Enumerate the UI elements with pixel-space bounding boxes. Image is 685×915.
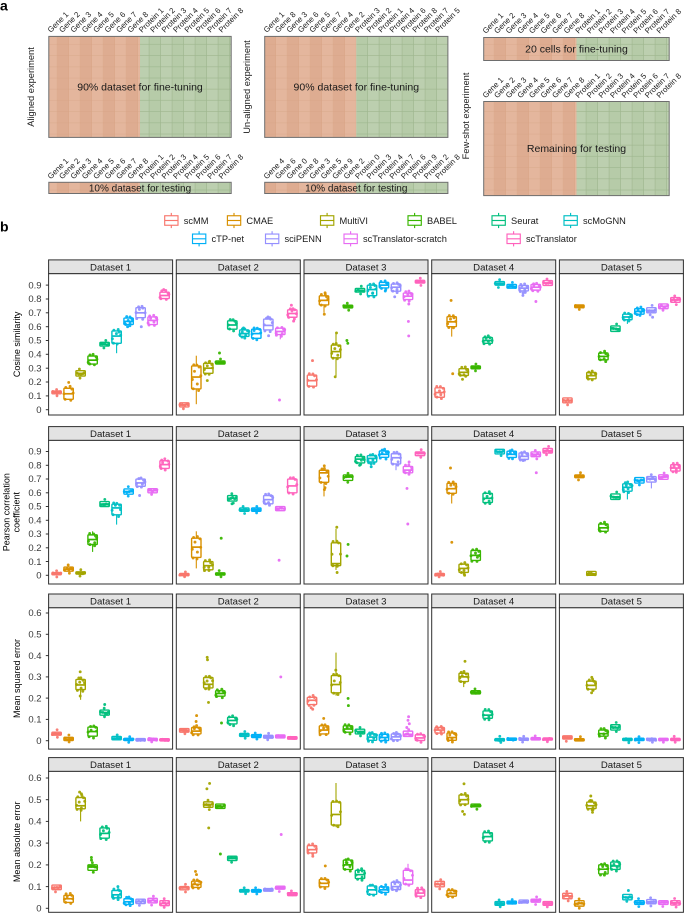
svg-text:cTP-net: cTP-net bbox=[212, 234, 245, 244]
svg-text:Pearson correlation: Pearson correlation bbox=[2, 473, 12, 551]
svg-text:Mean absolute error: Mean absolute error bbox=[12, 802, 22, 883]
svg-text:Dataset 2: Dataset 2 bbox=[218, 429, 259, 440]
svg-text:0.6: 0.6 bbox=[28, 773, 41, 784]
svg-text:Dataset 4: Dataset 4 bbox=[473, 262, 515, 273]
svg-text:0.1: 0.1 bbox=[28, 391, 41, 402]
svg-text:0.3: 0.3 bbox=[28, 363, 41, 374]
svg-text:BABEL: BABEL bbox=[427, 216, 457, 226]
svg-text:Dataset 1: Dataset 1 bbox=[90, 596, 131, 607]
svg-text:Few-shot experiment: Few-shot experiment bbox=[461, 72, 471, 159]
svg-text:0.4: 0.4 bbox=[28, 817, 41, 828]
svg-text:Dataset 3: Dataset 3 bbox=[345, 429, 386, 440]
svg-text:0.1: 0.1 bbox=[28, 715, 41, 726]
svg-text:Dataset 3: Dataset 3 bbox=[345, 596, 386, 607]
svg-text:Dataset 2: Dataset 2 bbox=[218, 760, 259, 771]
svg-text:Seurat: Seurat bbox=[511, 216, 539, 226]
svg-text:Un-aligned experiment: Un-aligned experiment bbox=[242, 40, 252, 134]
svg-text:90% dataset for fine-tuning: 90% dataset for fine-tuning bbox=[77, 82, 203, 94]
svg-text:0.9: 0.9 bbox=[28, 447, 41, 458]
svg-text:Dataset 1: Dataset 1 bbox=[90, 429, 131, 440]
svg-text:0: 0 bbox=[36, 904, 41, 915]
svg-text:0.2: 0.2 bbox=[28, 693, 41, 704]
svg-text:0.5: 0.5 bbox=[28, 502, 41, 513]
svg-text:0: 0 bbox=[36, 405, 41, 416]
svg-text:0.6: 0.6 bbox=[28, 608, 41, 619]
svg-text:Dataset 4: Dataset 4 bbox=[473, 760, 515, 771]
svg-text:Dataset 1: Dataset 1 bbox=[90, 760, 131, 771]
svg-text:Dataset 5: Dataset 5 bbox=[601, 262, 642, 273]
svg-text:0.1: 0.1 bbox=[28, 557, 41, 568]
svg-text:Dataset 5: Dataset 5 bbox=[601, 429, 642, 440]
svg-text:0.3: 0.3 bbox=[28, 529, 41, 540]
svg-text:sciPENN: sciPENN bbox=[285, 234, 322, 244]
svg-text:Dataset 5: Dataset 5 bbox=[601, 596, 642, 607]
svg-text:a: a bbox=[0, 0, 8, 14]
svg-text:0.6: 0.6 bbox=[28, 488, 41, 499]
svg-text:0.2: 0.2 bbox=[28, 860, 41, 871]
svg-text:0.1: 0.1 bbox=[28, 882, 41, 893]
svg-text:0: 0 bbox=[36, 571, 41, 582]
svg-text:0.6: 0.6 bbox=[28, 322, 41, 333]
svg-text:Dataset 4: Dataset 4 bbox=[473, 596, 515, 607]
svg-text:0.5: 0.5 bbox=[28, 795, 41, 806]
svg-text:scTranslator-scratch: scTranslator-scratch bbox=[363, 234, 447, 244]
svg-text:MultiVI: MultiVI bbox=[340, 216, 368, 226]
svg-text:Cosine similarity: Cosine similarity bbox=[12, 311, 22, 377]
svg-text:0.2: 0.2 bbox=[28, 543, 41, 554]
svg-text:Remaining for testing: Remaining for testing bbox=[527, 143, 626, 155]
svg-text:Dataset 5: Dataset 5 bbox=[601, 760, 642, 771]
svg-text:10% dataset for testing: 10% dataset for testing bbox=[305, 184, 407, 195]
svg-text:scTranslator: scTranslator bbox=[526, 234, 577, 244]
svg-text:coefficient: coefficient bbox=[12, 492, 22, 533]
svg-text:0.7: 0.7 bbox=[28, 308, 41, 319]
svg-text:90% dataset for fine-tuning: 90% dataset for fine-tuning bbox=[294, 82, 420, 94]
svg-text:Dataset 2: Dataset 2 bbox=[218, 262, 259, 273]
svg-text:0.7: 0.7 bbox=[28, 474, 41, 485]
svg-text:0.5: 0.5 bbox=[28, 630, 41, 641]
svg-text:scMM: scMM bbox=[184, 216, 209, 226]
svg-text:0.4: 0.4 bbox=[28, 516, 41, 527]
svg-text:0.2: 0.2 bbox=[28, 377, 41, 388]
svg-text:b: b bbox=[0, 218, 9, 234]
svg-text:0.3: 0.3 bbox=[28, 672, 41, 683]
svg-text:0.4: 0.4 bbox=[28, 350, 41, 361]
svg-text:Aligned experiment: Aligned experiment bbox=[26, 47, 36, 127]
svg-text:0.8: 0.8 bbox=[28, 461, 41, 472]
svg-text:0.8: 0.8 bbox=[28, 294, 41, 305]
svg-text:Dataset 3: Dataset 3 bbox=[345, 760, 386, 771]
svg-text:Dataset 2: Dataset 2 bbox=[218, 596, 259, 607]
svg-text:scMoGNN: scMoGNN bbox=[583, 216, 626, 226]
svg-text:0.5: 0.5 bbox=[28, 336, 41, 347]
svg-text:0.4: 0.4 bbox=[28, 651, 41, 662]
svg-text:Mean squared error: Mean squared error bbox=[12, 639, 22, 718]
svg-text:10% dataset for testing: 10% dataset for testing bbox=[89, 184, 191, 195]
svg-text:Dataset 3: Dataset 3 bbox=[345, 262, 386, 273]
svg-text:Dataset 4: Dataset 4 bbox=[473, 429, 515, 440]
svg-text:Dataset 1: Dataset 1 bbox=[90, 262, 131, 273]
svg-text:0.9: 0.9 bbox=[28, 280, 41, 291]
svg-text:0: 0 bbox=[36, 736, 41, 747]
svg-text:20 cells for fine-tuning: 20 cells for fine-tuning bbox=[525, 44, 628, 56]
svg-text:0.3: 0.3 bbox=[28, 838, 41, 849]
svg-text:CMAE: CMAE bbox=[246, 216, 273, 226]
